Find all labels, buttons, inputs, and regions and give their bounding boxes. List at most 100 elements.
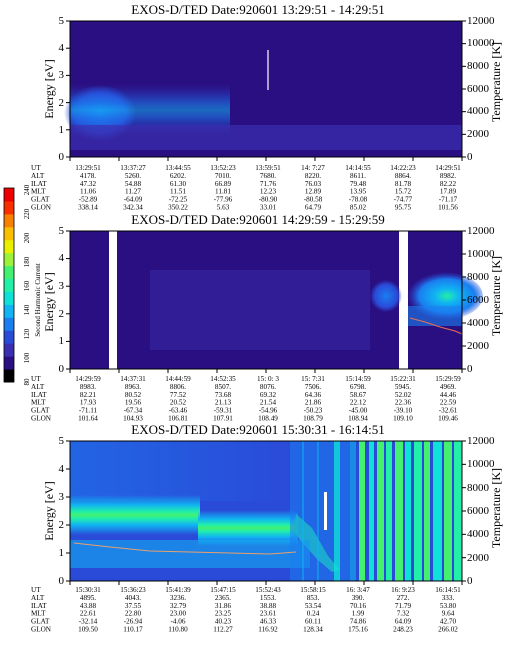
table-cell: 4895. (80, 594, 96, 602)
table-cell: 14:37:31 (120, 375, 146, 383)
table-cell: 108.79 (303, 415, 323, 423)
panel-3-title: EXOS-D/TED Date:920601 15:30:31 - 16:14:… (131, 422, 384, 437)
table-cell: 7680. (260, 172, 276, 180)
colorbar-swatch (4, 265, 14, 280)
table-cell: 64.09 (395, 618, 412, 626)
table-cell: 109.46 (438, 415, 458, 423)
table-cell: 8507. (215, 383, 231, 391)
table-cell: -80.58 (304, 196, 323, 204)
table-cell: 74.86 (350, 618, 367, 626)
panel-1-y2tick: 10000 (467, 37, 495, 49)
panel-1-table: UTALTILATMLTGLATGLON13:29:514178.47.3211… (31, 164, 461, 212)
table-cell: 8864. (395, 172, 411, 180)
table-cell: 8963. (125, 383, 141, 391)
panel-2-glow (370, 280, 402, 312)
colorbar-swatch (4, 291, 14, 305)
table-cell: 73.68 (215, 391, 232, 399)
panel-3-streak (350, 441, 356, 581)
table-cell: 11.81 (215, 188, 231, 196)
panel-1-y2-ticks: 0 2000 4000 6000 8000 10000 12000 (467, 15, 495, 163)
table-cell: -50.23 (304, 407, 323, 415)
panel-3-ytick: 1 (59, 547, 65, 559)
panel-3-bright-column (433, 441, 442, 581)
panel-3-heatmap (70, 441, 462, 581)
colorbar-label: Second Harmonic Current (34, 263, 42, 337)
table-row-label: GLAT (31, 407, 50, 415)
table-cell: 175.16 (348, 626, 368, 634)
table-row-label: UT (31, 586, 41, 594)
table-cell: 13:59:51 (255, 164, 281, 172)
table-cell: 15: 7:31 (301, 375, 325, 383)
table-cell: 107.91 (213, 415, 233, 423)
table-cell: 69.32 (260, 391, 277, 399)
table-cell: 16:14:51 (435, 586, 461, 594)
table-cell: 64.79 (305, 204, 322, 212)
table-cell: 333. (442, 594, 455, 602)
panel-2-mid-region (150, 270, 370, 350)
table-cell: 272. (397, 594, 410, 602)
table-cell: 15.72 (395, 188, 412, 196)
table-row-label: ALT (31, 383, 45, 391)
table-cell: 7506. (305, 383, 321, 391)
panel-3-y2tick: 6000 (467, 505, 490, 517)
table-cell: -77.96 (214, 196, 233, 204)
table-cell: -71.17 (439, 196, 458, 204)
table-cell: 95.75 (395, 204, 412, 212)
panel-3-y2tick: 12000 (467, 435, 495, 447)
panel-1-y2tick: 8000 (467, 60, 490, 72)
panel-3-ytick: 0 (59, 575, 65, 587)
table-cell: 116.92 (258, 626, 278, 634)
table-cell: -45.00 (349, 407, 368, 415)
table-cell: 43.88 (80, 602, 97, 610)
table-cell: 71.79 (395, 602, 412, 610)
table-cell: 5260. (125, 172, 141, 180)
table-cell: 38.88 (260, 602, 277, 610)
table-row-label: ALT (31, 172, 45, 180)
panel-1-ylabel: Energy [eV] (42, 59, 56, 118)
colorbar-swatch (4, 200, 14, 215)
table-cell: 22.61 (80, 610, 97, 618)
table-cell: 11.51 (170, 188, 186, 196)
table-cell: 82.22 (440, 180, 457, 188)
table-cell: 110.80 (168, 626, 188, 634)
table-row-label: MLT (31, 188, 46, 196)
panel-3-table: UTALTILATMLTGLATGLON15:30:314895.43.8822… (31, 586, 461, 634)
table-cell: -80.90 (259, 196, 278, 204)
panel-2-ylabel: Energy [eV] (42, 272, 56, 331)
table-cell: 23.25 (215, 610, 232, 618)
table-cell: 52.02 (395, 391, 412, 399)
table-cell: -71.11 (79, 407, 98, 415)
table-cell: 15:47:15 (210, 586, 236, 594)
table-cell: 12.89 (305, 188, 322, 196)
colorbar-swatch (4, 330, 14, 344)
table-cell: 47.32 (80, 180, 97, 188)
table-cell: 58.67 (350, 391, 367, 399)
colorbar-swatch (4, 317, 14, 331)
table-cell: 14:14:55 (345, 164, 371, 172)
table-cell: 15:36:23 (120, 586, 146, 594)
table-cell: 110.17 (123, 626, 143, 634)
table-cell: 60.11 (305, 618, 321, 626)
table-cell: 31.86 (215, 602, 232, 610)
panel-1-y2label: Temperature [K] (489, 42, 503, 122)
table-cell: 15:58:15 (300, 586, 326, 594)
panel-3-bright-column (424, 441, 430, 581)
table-cell: 21.54 (260, 399, 277, 407)
panel-2-y2tick: 10000 (467, 248, 495, 260)
panel-1-y2tick: 2000 (467, 128, 490, 140)
table-cell: 71.76 (260, 180, 277, 188)
panel-2-y2tick: 6000 (467, 294, 490, 306)
panel-3-y2-ticks: 0 2000 4000 6000 8000 10000 12000 (467, 435, 495, 587)
table-cell: 5.63 (217, 204, 230, 212)
table-cell: 15:30:31 (75, 586, 101, 594)
table-row-label: GLAT (31, 196, 50, 204)
table-cell: 22.36 (395, 399, 412, 407)
table-cell: 8220. (305, 172, 321, 180)
panel-3-bright-column (395, 441, 403, 581)
table-cell: -67.34 (124, 407, 143, 415)
panel-1: EXOS-D/TED Date:920601 13:29:51 - 14:29:… (31, 2, 503, 212)
table-cell: 14:44:59 (165, 375, 191, 383)
table-cell: 853. (307, 594, 320, 602)
table-cell: -54.96 (259, 407, 278, 415)
